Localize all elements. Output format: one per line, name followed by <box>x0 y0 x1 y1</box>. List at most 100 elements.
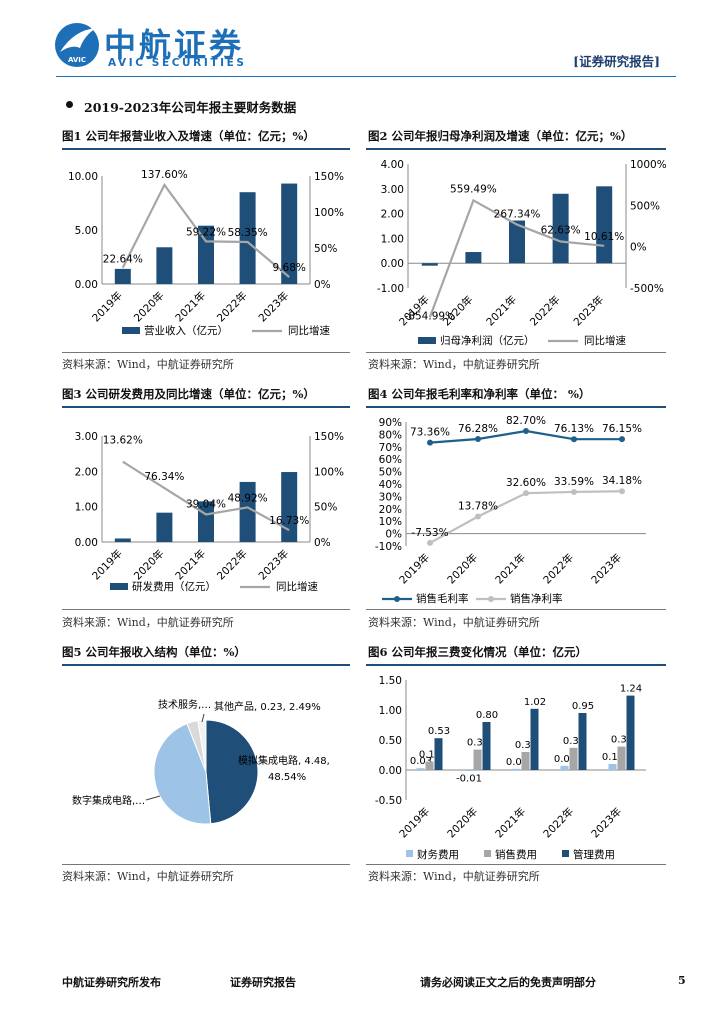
fig4-point-label-0: 76.15% <box>602 423 642 435</box>
fig1-top-rule <box>62 148 350 150</box>
fig6-y-tick: -0.50 <box>375 795 402 807</box>
fig6-bar-label-0: 0.10 <box>602 752 624 763</box>
fig4-point-label-1: -7.53% <box>411 527 448 539</box>
fig4-line-1 <box>429 490 623 544</box>
fig1-growth-label: 9.68% <box>273 262 306 274</box>
fig4-point-0 <box>475 436 481 443</box>
fig2-bottom-rule <box>366 352 666 353</box>
fig6-title: 图6 公司年报三费变化情况（单位：亿元） <box>368 645 588 659</box>
fig6-bar-label-2: 0.95 <box>572 701 594 712</box>
fig1-left-tick: 5.00 <box>75 225 98 237</box>
fig1-left-tick: 0.00 <box>75 279 98 291</box>
fig4-y-tick: 50% <box>379 467 402 479</box>
fig4-point-0 <box>571 436 577 443</box>
fig4-y-tick: 40% <box>379 479 402 491</box>
fig1-source: 资料来源：Wind，中航证券研究所 <box>62 358 234 371</box>
fig1-growth-label: 59.22% <box>186 226 226 238</box>
fig5-leader-service <box>201 713 205 723</box>
fig6-bar-label-2: 0.80 <box>476 710 498 721</box>
fig6-x-label: 2023年 <box>589 805 625 841</box>
fig1-bar <box>281 183 298 284</box>
fig5-top-rule <box>62 664 350 666</box>
section-title: 2019-2023年公司年报主要财务数据 <box>84 100 297 115</box>
fig4-title: 图4 公司年报毛利率和净利率（单位： %） <box>368 387 591 401</box>
fig6-bar-2 <box>530 708 539 770</box>
fig1-growth-line <box>121 182 290 278</box>
fig3-bar <box>239 481 256 542</box>
fig4-point-label-1: 32.60% <box>506 477 546 489</box>
fig6-bar-0 <box>512 768 521 770</box>
fig2-x-label: 2022年 <box>527 293 563 329</box>
fig3-left-tick: 1.00 <box>75 502 98 514</box>
footer-report-type: 证券研究报告 <box>230 976 296 989</box>
fig3-left-tick: 2.00 <box>75 466 98 478</box>
fig2-x-label: 2021年 <box>484 293 520 329</box>
fig4-bottom-rule <box>366 609 666 610</box>
fig5-label-analog-pct: 48.54% <box>268 772 306 783</box>
fig1-x-label: 2019年 <box>89 289 125 325</box>
fig4-legend-gross-dot <box>394 596 400 602</box>
fig6-bar-1 <box>569 747 578 770</box>
fig4-top-rule <box>366 406 666 408</box>
fig2-right-tick: 0% <box>630 242 647 254</box>
fig6-bar-label-2: 1.02 <box>524 697 546 708</box>
fig6-y-tick: 0.00 <box>379 765 402 777</box>
fig4-y-tick: -10% <box>375 541 402 553</box>
fig6-chart: 1.50 1.00 0.50 0.00 -0.50 0.03 -0.01 0.02 0.07 0.… <box>375 675 646 861</box>
fig3-right-tick: 150% <box>314 431 344 443</box>
fig6-bar-label-2: 0.53 <box>428 726 450 737</box>
fig5-label-service: 技术服务,… <box>158 698 211 711</box>
fig6-bar-0 <box>608 764 617 770</box>
fig6-bar-1 <box>617 746 626 770</box>
fig4-x-label: 2019年 <box>397 551 433 587</box>
fig6-bar-label-1: 0.14 <box>419 750 441 761</box>
fig6-x-label: 2020年 <box>445 805 481 841</box>
fig1-title: 图1 公司年报营业收入及增速（单位：亿元；%） <box>62 129 315 143</box>
fig2-left-tick: 0.00 <box>381 258 404 270</box>
fig3-left-tick: 3.00 <box>75 431 98 443</box>
fig3-growth-label: 39.04% <box>186 498 226 510</box>
fig2-growth-label: 62.63% <box>541 224 581 236</box>
fig5-pie-slice <box>197 719 207 773</box>
logo-chinese-name: 中航证券 <box>104 26 245 64</box>
fig6-bar-2 <box>626 695 635 770</box>
fig3-bar <box>156 512 173 542</box>
fig1-x-label: 2022年 <box>214 289 250 325</box>
fig6-bar-1 <box>425 761 434 770</box>
fig4-point-label-0: 76.28% <box>458 423 498 435</box>
fig6-bar-2 <box>482 722 491 770</box>
fig1-x-label: 2021年 <box>173 289 209 325</box>
fig4-x-label: 2022年 <box>541 551 577 587</box>
fig3-growth-label: 16.73% <box>269 515 309 527</box>
fig1-bottom-rule <box>62 352 350 353</box>
fig6-bar-label-0: 0.03 <box>410 756 432 767</box>
fig3-source: 资料来源：Wind，中航证券研究所 <box>62 616 234 629</box>
fig3-bar <box>281 472 298 542</box>
fig6-y-tick: 1.00 <box>379 705 402 717</box>
fig6-y-tick: 1.50 <box>379 675 402 687</box>
fig3-bar <box>114 538 131 542</box>
avic-logo-icon: AVIC <box>55 23 99 67</box>
fig4-y-tick: 70% <box>379 442 402 454</box>
fig1-legend-bar-swatch <box>122 327 140 334</box>
fig3-legend-bar-label: 研发费用（亿元） <box>132 580 216 593</box>
fig2-legend-bar-label: 归母净利润（亿元） <box>440 334 535 347</box>
fig6-bar-label-1: 0.37 <box>563 736 585 747</box>
fig4-chart: 90%80%70%60%50%40%30%20%10%0%-10% 73.36% 7… <box>375 415 646 605</box>
bullet-icon <box>66 101 73 108</box>
fig1-x-label: 2023年 <box>256 289 292 325</box>
fig3-x-label: 2022年 <box>214 547 250 583</box>
fig4-y-tick: 80% <box>379 429 402 441</box>
fig1-bar <box>156 247 173 284</box>
fig2-title: 图2 公司年报归母净利润及增速（单位：亿元；%） <box>368 129 633 143</box>
fig4-point-1 <box>427 539 433 546</box>
fig5-leader-digital <box>145 795 161 801</box>
fig1-growth-label: 137.60% <box>141 169 188 181</box>
fig6-bar-label-1: 0.34 <box>467 738 489 749</box>
fig2-x-label: 2023年 <box>571 293 607 329</box>
fig4-point-1 <box>619 488 625 495</box>
fig2-left-tick: 1.00 <box>381 233 404 245</box>
fig6-legend-swatch-0 <box>406 850 413 857</box>
fig1-bar <box>198 225 214 284</box>
fig2-right-tick: 1000% <box>630 159 666 171</box>
